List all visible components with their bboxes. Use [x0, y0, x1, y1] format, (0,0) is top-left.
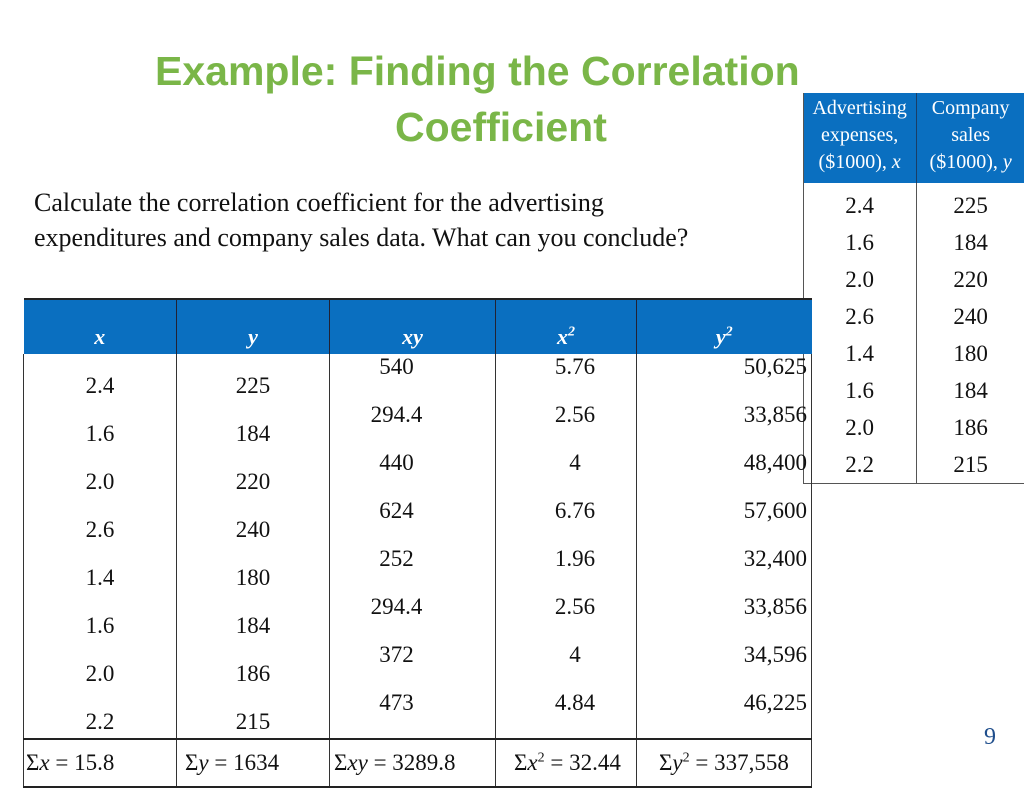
problem-prompt: Calculate the correlation coefficient fo…	[34, 185, 794, 255]
cell-xy: 624	[329, 498, 496, 546]
table-row: 2.2 215	[803, 446, 1024, 483]
cell-y: 220	[176, 450, 330, 498]
cell-y-squared: 48,400	[636, 450, 812, 498]
cell-y: 180	[953, 341, 988, 366]
cell-x-squared: 6.76	[495, 498, 637, 546]
cell-x: 2.4	[803, 183, 918, 224]
header-y: y	[176, 298, 330, 354]
table-row: 2.4 225	[803, 183, 1024, 224]
cell-x: 2.0	[23, 450, 177, 498]
cell-x: 2.6	[23, 498, 177, 546]
header-x-squared: x2	[495, 298, 637, 354]
cell-xy: 252	[329, 546, 496, 594]
cell-xy: 372	[329, 642, 496, 690]
cell-xy: 473	[329, 690, 496, 739]
cell-y: 180	[176, 546, 330, 594]
cell-y-squared: 57,600	[636, 498, 812, 546]
cell-y: 184	[176, 594, 330, 642]
cell-y: 240	[176, 498, 330, 546]
header-advertising-expenses: Advertising expenses, ($1000), x	[803, 93, 918, 183]
table-row: 2.2 215 473 4.84 46,225	[23, 690, 812, 739]
cell-y: 184	[953, 378, 988, 403]
cell-y-squared: 46,225	[636, 690, 812, 739]
prompt-line-1: Calculate the correlation coefficient fo…	[34, 188, 604, 217]
table-row: 2.0 220 440 4 48,400	[23, 450, 812, 498]
cell-y: 215	[953, 452, 988, 477]
cell-x: 1.4	[23, 546, 177, 594]
cell-y: 184	[176, 402, 330, 450]
cell-x-squared: 5.76	[495, 354, 637, 402]
table-row: 2.6 240	[803, 298, 1024, 335]
cell-y: 215	[176, 690, 330, 739]
cell-x: 2.2	[23, 690, 177, 739]
source-data-table: Advertising expenses, ($1000), x Company…	[803, 93, 1024, 483]
header-company-sales: Company sales ($1000), y	[916, 93, 1024, 183]
cell-x: 2.4	[23, 354, 177, 402]
cell-y: 225	[953, 193, 988, 218]
table-row: 1.6 184	[803, 224, 1024, 261]
cell-y: 186	[176, 642, 330, 690]
sum-y: Σy = 1634	[176, 738, 330, 788]
cell-x: 2.2	[803, 446, 918, 483]
page-number: 9	[984, 724, 996, 750]
cell-x: 2.0	[23, 642, 177, 690]
title-line-1: Example: Finding the Correlation	[155, 48, 800, 94]
header-x: x	[23, 298, 177, 354]
sum-row: Σx = 15.8 Σy = 1634 Σxy = 3289.8 Σx2 = 32.4…	[23, 738, 812, 788]
cell-xy: 540	[329, 354, 496, 402]
cell-x: 1.4	[803, 335, 918, 372]
table-row: 2.6 240 624 6.76 57,600	[23, 498, 812, 546]
calculation-table: x y xy x2 y2 2.4 225 540 5.76 50,625 1.6 184 29…	[23, 298, 812, 788]
table-row: 1.6 184	[803, 372, 1024, 409]
cell-x: 1.6	[803, 372, 918, 409]
sum-x: Σx = 15.8	[23, 738, 177, 788]
cell-x: 1.6	[803, 224, 918, 261]
cell-x-squared: 2.56	[495, 594, 637, 642]
cell-x: 1.6	[23, 594, 177, 642]
sum-x-squared: Σx2 = 32.44	[495, 738, 637, 788]
cell-y: 225	[176, 354, 330, 402]
cell-x-squared: 4	[495, 642, 637, 690]
cell-y-squared: 34,596	[636, 642, 812, 690]
table-row: 1.4 180 252 1.96 32,400	[23, 546, 812, 594]
cell-y: 184	[953, 230, 988, 255]
sum-xy: Σxy = 3289.8	[329, 738, 496, 788]
table-row: 2.0 186	[803, 409, 1024, 446]
header-xy: xy	[329, 298, 496, 354]
cell-x: 2.6	[803, 298, 918, 335]
cell-xy: 294.4	[329, 594, 496, 642]
table-row: 1.6 184 294.4 2.56 33,856	[23, 594, 812, 642]
cell-y-squared: 32,400	[636, 546, 812, 594]
cell-y: 186	[953, 415, 988, 440]
table-row: 2.0 186 372 4 34,596	[23, 642, 812, 690]
prompt-line-2: expenditures and company sales data. Wha…	[34, 223, 689, 252]
cell-x-squared: 4	[495, 450, 637, 498]
table-row: 2.0 220	[803, 261, 1024, 298]
cell-y-squared: 33,856	[636, 594, 812, 642]
cell-x-squared: 1.96	[495, 546, 637, 594]
table-row: 2.4 225 540 5.76 50,625	[23, 354, 812, 402]
cell-x-squared: 4.84	[495, 690, 637, 739]
cell-y-squared: 50,625	[636, 354, 812, 402]
cell-y: 220	[953, 267, 988, 292]
table-row: 1.4 180	[803, 335, 1024, 372]
cell-y-squared: 33,856	[636, 402, 812, 450]
cell-x: 2.0	[803, 409, 918, 446]
header-y-squared: y2	[636, 298, 812, 354]
cell-xy: 294.4	[329, 402, 496, 450]
cell-x-squared: 2.56	[495, 402, 637, 450]
cell-x: 1.6	[23, 402, 177, 450]
cell-x: 2.0	[803, 261, 918, 298]
cell-xy: 440	[329, 450, 496, 498]
cell-y: 240	[953, 304, 988, 329]
table-row: 1.6 184 294.4 2.56 33,856	[23, 402, 812, 450]
sum-y-squared: Σy2 = 337,558	[636, 738, 812, 788]
title-line-2: Coefficient	[395, 104, 607, 150]
